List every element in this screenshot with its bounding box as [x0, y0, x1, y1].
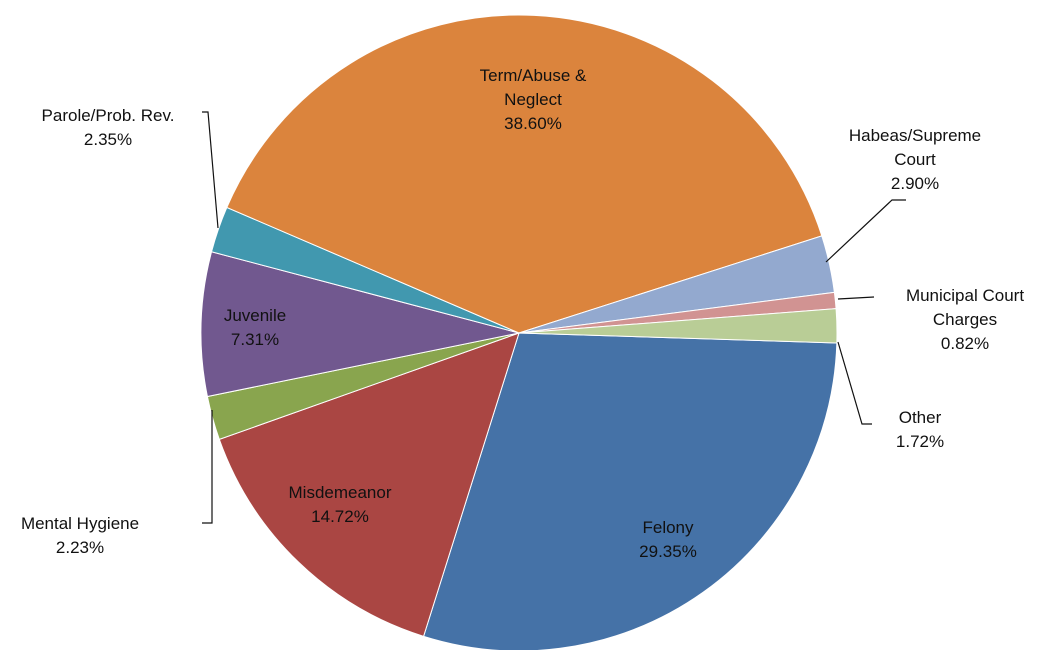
category-label: Term/Abuse & Neglect — [479, 66, 587, 109]
leader-line — [837, 341, 872, 425]
category-label: Habeas/Supreme Court — [848, 126, 982, 169]
slice-label: Misdemeanor 14.72% — [240, 481, 440, 529]
category-label: Misdemeanor — [288, 483, 392, 502]
value-label: 7.31% — [230, 330, 280, 349]
leader-line — [202, 410, 213, 524]
pie-slice — [218, 332, 520, 637]
category-label: Mental Hygiene — [20, 514, 140, 533]
slice-label: Parole/Prob. Rev. 2.35% — [0, 104, 218, 152]
value-label: 2.23% — [55, 538, 105, 557]
slice-label: Habeas/Supreme Court 2.90% — [843, 124, 988, 196]
value-label: 14.72% — [311, 507, 369, 526]
slice-label: Municipal Court Charges 0.82% — [885, 284, 1045, 356]
value-label: 2.90% — [890, 174, 940, 193]
leader-line — [202, 111, 219, 229]
value-label: 29.35% — [639, 542, 697, 561]
pie-slice — [200, 251, 520, 398]
category-label: Juvenile — [223, 306, 287, 325]
leader-line — [825, 199, 906, 263]
category-label: Felony — [642, 518, 694, 537]
pie-slice — [226, 14, 823, 334]
slice-label: Felony 29.35% — [568, 516, 768, 564]
pie-slice — [518, 308, 838, 344]
category-label: Other — [898, 408, 942, 427]
slice-label: Other 1.72% — [860, 406, 980, 454]
category-label: Municipal Court Charges — [905, 286, 1025, 329]
value-label: 38.60% — [504, 114, 562, 133]
leader-line — [837, 296, 875, 300]
slice-label: Juvenile 7.31% — [155, 304, 355, 352]
value-label: 1.72% — [895, 432, 945, 451]
slice-label: Mental Hygiene 2.23% — [0, 512, 190, 560]
value-label: 0.82% — [940, 334, 990, 353]
slice-label: Term/Abuse & Neglect 38.60% — [466, 64, 601, 136]
value-label: 2.35% — [83, 130, 133, 149]
pie-slice — [422, 332, 838, 650]
category-label: Parole/Prob. Rev. — [41, 106, 175, 125]
